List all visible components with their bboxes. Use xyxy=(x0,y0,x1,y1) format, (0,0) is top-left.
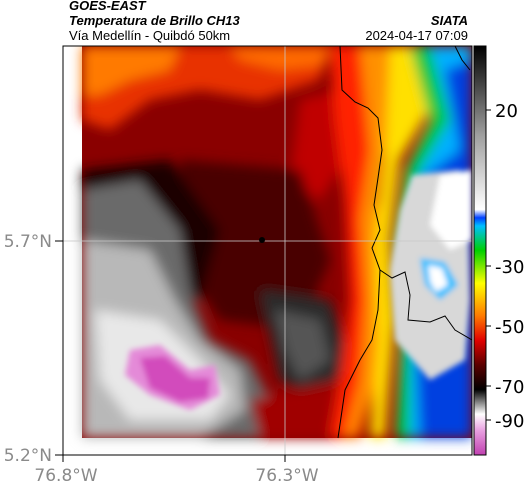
colorbar-tick-label: -30 xyxy=(495,257,524,278)
lon-tick-label: 76.8°W xyxy=(34,466,97,486)
lat-tick-label: 5.2°N xyxy=(4,446,52,466)
product-title: Temperatura de Brillo CH13 xyxy=(69,13,240,28)
satellite-name: GOES-EAST xyxy=(69,0,146,13)
boundary-line-south xyxy=(337,269,381,439)
boundary-line xyxy=(339,46,472,341)
boundary-line-north xyxy=(454,46,471,71)
city-point-marker xyxy=(259,237,265,243)
colorbar-tick-label: -50 xyxy=(495,317,524,338)
map-panel xyxy=(62,45,473,456)
lat-tick-label: 5.7°N xyxy=(4,232,52,252)
lon-tick-label: 76.3°W xyxy=(255,466,318,486)
region-subtitle: Vía Medellín - Quibdó 50km xyxy=(69,28,231,43)
timestamp-label: 2024-04-17 07:09 xyxy=(365,28,468,43)
colorbar: 20 -30 -50 -70 -90 xyxy=(473,45,524,456)
colorbar-tick-label: 20 xyxy=(495,101,518,122)
agency-label: SIATA xyxy=(430,13,468,28)
colorbar-tick-label: -90 xyxy=(495,411,524,432)
colorbar-tick-label: -70 xyxy=(495,377,524,398)
cold-cloud-core xyxy=(125,170,472,410)
